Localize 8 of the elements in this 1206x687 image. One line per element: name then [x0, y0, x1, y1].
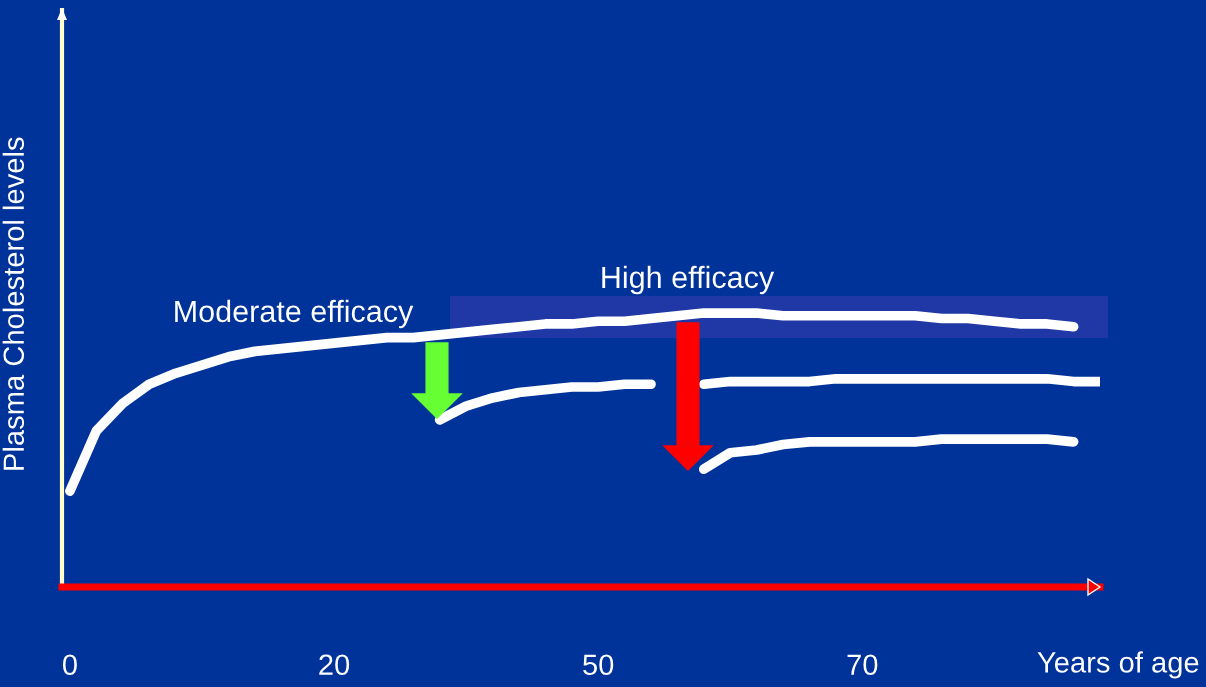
x-axis-title: Years of age — [1037, 651, 1199, 679]
annotation: Moderate efficacy — [175, 299, 414, 329]
x-tick-label: 0 — [62, 654, 77, 676]
text: High efficacy — [602, 265, 775, 295]
y-axis-title: Plasma Cholesterol levels — [2, 137, 25, 470]
x-tick-label: 50 — [583, 654, 614, 676]
x-tick-label: 20 — [319, 654, 350, 676]
x-tick-label: 70 — [847, 654, 878, 676]
